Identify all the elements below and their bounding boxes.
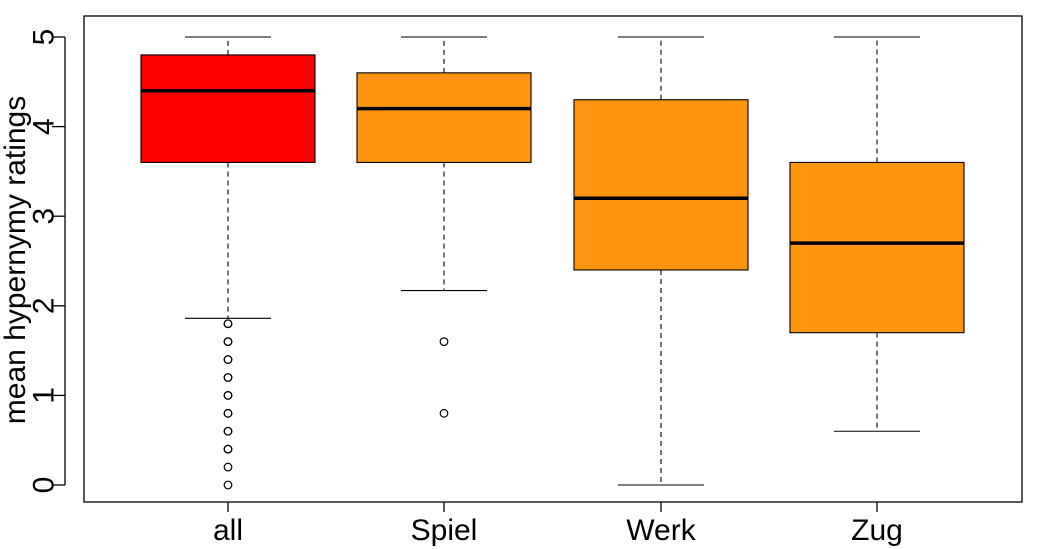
outlier-point [223,408,233,418]
box-Zug [789,36,965,432]
y-tick-label: 4 [28,118,61,135]
x-tick-label: Zug [851,514,903,547]
plot-frame [83,15,1023,503]
y-tick-label: 1 [28,387,61,404]
outlier-point [223,337,233,347]
outlier-point [223,462,233,472]
box-Spiel [356,36,532,418]
x-axis: all Spiel Werk Zug [213,502,903,547]
iqr-box [140,54,316,163]
y-axis: 0 1 2 3 4 5 [28,29,66,494]
outlier-point [223,373,233,382]
y-tick-label: 2 [28,297,61,314]
outlier-point [439,408,449,418]
outlier-point [223,480,233,490]
iqr-box [356,72,532,163]
boxes-group [140,36,965,490]
x-tick-label: all [213,514,243,547]
outlier-point [223,319,233,329]
y-tick-label: 5 [28,29,61,46]
x-tick-label: Werk [626,514,696,547]
x-tick-label: Spiel [411,514,478,547]
outlier-point [223,426,233,436]
y-tick-label: 3 [28,208,61,225]
outlier-point [223,444,233,454]
y-tick-label: 0 [28,477,61,494]
outlier-point [439,337,449,347]
iqr-box [789,161,965,334]
box-all [140,36,316,490]
iqr-box [573,99,749,271]
box-Werk [573,36,749,486]
y-axis-label: mean hypernymy ratings [0,96,32,424]
outlier-point [223,391,233,400]
outlier-point [223,355,233,364]
